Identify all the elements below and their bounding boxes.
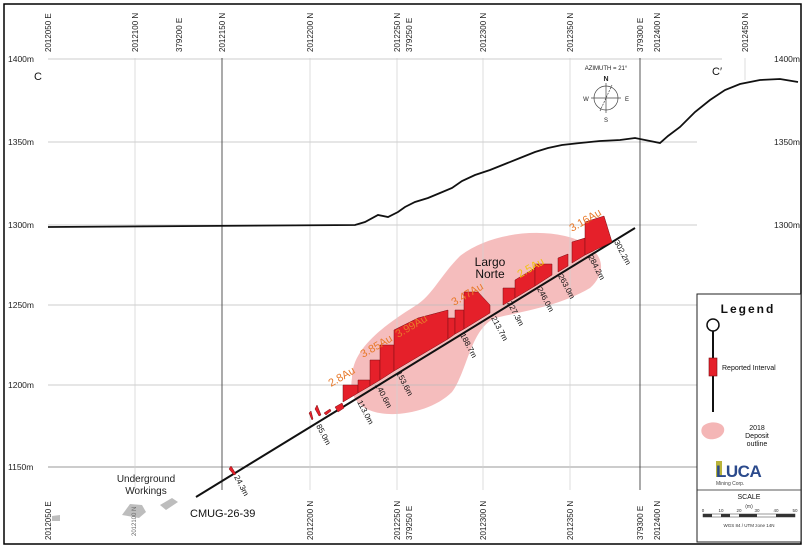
scale-unit: (m) [745,504,753,510]
top-tick-label: 379300 E [636,18,645,52]
interval-bar [228,465,237,476]
interval-bar [334,402,345,413]
workings-shape [122,504,146,518]
legend-interval-swatch [708,357,718,377]
elevation-label-right: 1300m [774,220,800,230]
interval-bar [534,263,553,287]
legend-deposit-swatch [701,422,725,440]
workings-sublabel: 2012100 N [132,507,138,536]
workings-label-line2: Workings [125,486,167,497]
projection-label: WGS 84 / UTM zone 14N [723,523,774,528]
bottom-tick-label: 2012200 N [306,501,315,540]
legend-collar-icon [706,318,720,332]
top-tick-label: 2012400 N [653,13,662,52]
interval-bar [393,309,449,372]
section-label-left: C [34,71,42,83]
legend: Legend Reported Interval 2018 Deposit ou… [696,293,802,543]
interval-bar [314,404,322,417]
elevation-label-left: 1400m [8,54,34,64]
bottom-tick-label: 379250 E [405,506,414,540]
legend-box [696,293,802,543]
top-tick-label: 379200 E [175,18,184,52]
top-tick-label: 2012150 N [218,13,227,52]
bottom-tick-label: 2012250 N [393,501,402,540]
logo-mark [716,461,722,477]
top-tick-label: 2012200 N [306,13,315,52]
scale-tick: 0 [702,508,705,513]
top-tick-label: 2012250 N [393,13,402,52]
drillhole-name: CMUG-26-39 [190,508,255,520]
compass-w: W [583,97,589,103]
elevation-label-left: 1250m [8,300,34,310]
scale-tick: 10 [718,508,724,513]
compass-s: S [604,118,608,124]
workings-shape [160,498,178,510]
scale-tick: 40 [773,508,779,513]
legend-deposit-line2: Deposit [745,433,769,440]
reported-intervals [228,215,613,476]
interval-bar [557,253,569,273]
legend-deposit-line3: outline [747,441,768,448]
scale-tick: 20 [736,508,742,513]
compass: AZIMUTH = 21° N W E S [583,66,629,124]
scale-tick: 50 [792,508,798,513]
interval-bar [323,408,332,416]
top-tick-label: 2012300 N [479,13,488,52]
legend-deposit-year: 2018 [749,425,765,432]
elevation-label-left: 1300m [8,220,34,230]
top-tick-label: 379250 E [405,18,414,52]
scale-tick: 30 [754,508,760,513]
compass-e: E [625,97,629,103]
top-tick-label: 2012350 N [566,13,575,52]
zone-label-line2: Norte [475,267,505,281]
scale-title: SCALE [738,494,761,501]
elevation-label-left: 1350m [8,137,34,147]
top-tick-label: 2012450 N [741,13,750,52]
elevation-label-left: 1150m [8,462,33,472]
section-label-right: C′ [712,66,722,78]
top-tick-label: 2012050 E [44,13,53,52]
workings-shape [52,515,60,521]
bottom-tick-label: 2012350 N [566,501,575,540]
elevation-label-right: 1400m [774,54,800,64]
logo-subtext: Mining Corp. [716,481,744,487]
drillhole-trace [195,227,636,498]
interval-bar [308,410,314,421]
bottom-tick-label: 379300 E [636,506,645,540]
logo-text: LUCA [716,462,761,481]
topography-line [47,78,799,228]
legend-interval-label: Reported Interval [722,365,776,372]
bottom-tick-label: 2012300 N [479,501,488,540]
elevation-label-right: 1350m [774,137,800,147]
interval-bar [463,291,491,330]
compass-azimuth: AZIMUTH = 21° [585,66,628,72]
workings-label-line1: Underground [117,474,175,485]
compass-n: N [603,76,608,83]
top-tick-label: 2012100 N [131,13,140,52]
interval-bar [584,215,613,256]
bottom-tick-label: 2012400 N [653,501,662,540]
elevation-label-left: 1200m [8,380,34,390]
bottom-tick-label: 2012050 E [44,501,53,540]
legend-title: Legend [721,302,776,316]
map-frame [3,3,802,545]
zone-label-line1: Largo [475,255,506,269]
